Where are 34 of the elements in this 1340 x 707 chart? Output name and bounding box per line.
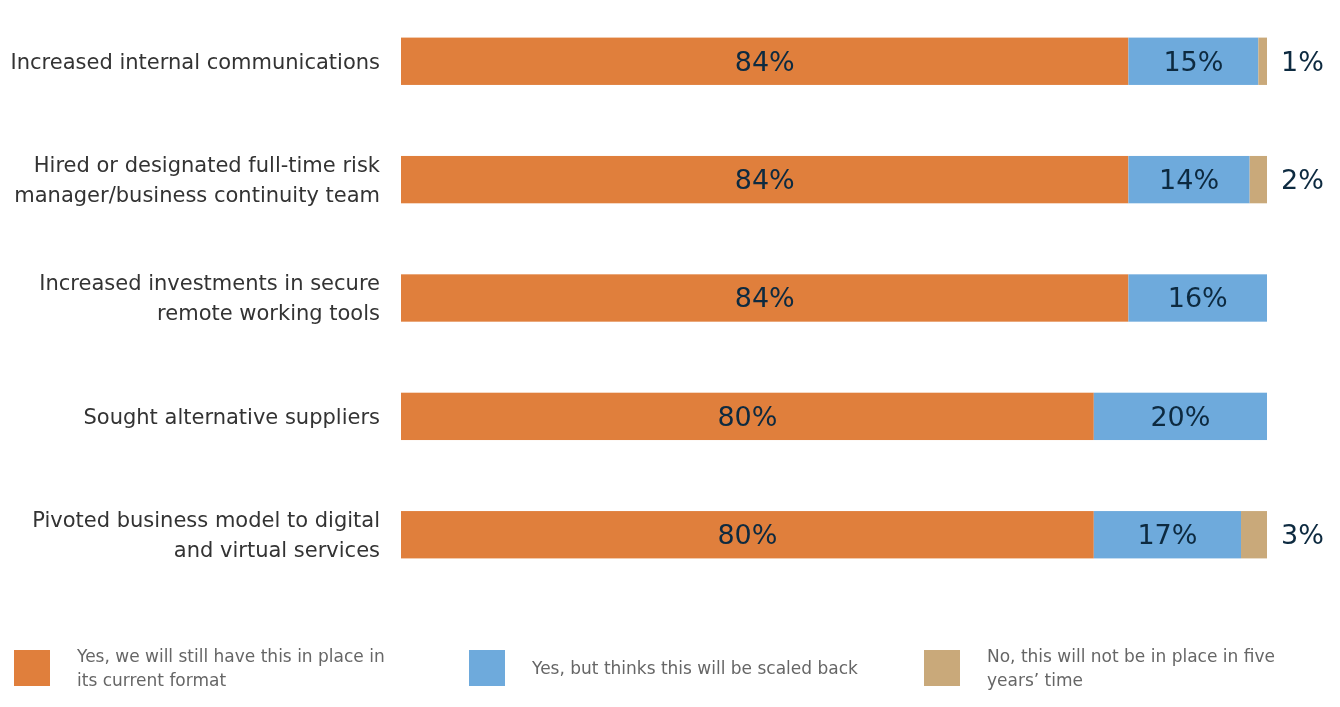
data-label: 84% [734, 164, 795, 196]
y-tick-label: Pivoted business model to digital and virtual services [32, 508, 380, 563]
legend-label: Yes, but thinks this will be scaled back [531, 657, 859, 678]
bar [401, 274, 1129, 322]
bar [401, 37, 1129, 85]
bar [1249, 155, 1267, 204]
bar [401, 155, 1129, 204]
data-label: 84% [734, 45, 795, 77]
y-tick-label: Sought alternative suppliers [83, 404, 380, 429]
data-label: 80% [717, 400, 778, 432]
bar [1258, 37, 1267, 85]
data-label: 20% [1150, 400, 1211, 432]
data-label: 16% [1167, 282, 1228, 314]
data-label: 1% [1281, 45, 1324, 77]
bar [401, 392, 1094, 441]
data-label: 3% [1281, 519, 1324, 551]
bar [1093, 511, 1242, 559]
bar [1128, 37, 1259, 85]
bar [1093, 392, 1267, 441]
data-label: 84% [734, 282, 795, 314]
legend-label: No, this will not be in place in five years’ time [987, 645, 1275, 690]
bar [1128, 155, 1250, 204]
data-label: 2% [1281, 164, 1324, 196]
y-tick-label: Increased investments in secure remote working tools [39, 271, 380, 326]
legend-label: Yes, we will still have this in place in its current format [76, 645, 385, 690]
y-tick-label: Increased internal communications [10, 49, 380, 74]
data-label: 17% [1137, 519, 1198, 551]
bar [401, 511, 1094, 559]
y-tick-label: Hired or designated full-time risk manager/business continuity team [14, 152, 381, 207]
data-label: 80% [717, 519, 778, 551]
bar [1128, 274, 1267, 322]
bar [1241, 511, 1267, 559]
data-label: 14% [1159, 164, 1220, 196]
data-label: 15% [1163, 45, 1224, 77]
